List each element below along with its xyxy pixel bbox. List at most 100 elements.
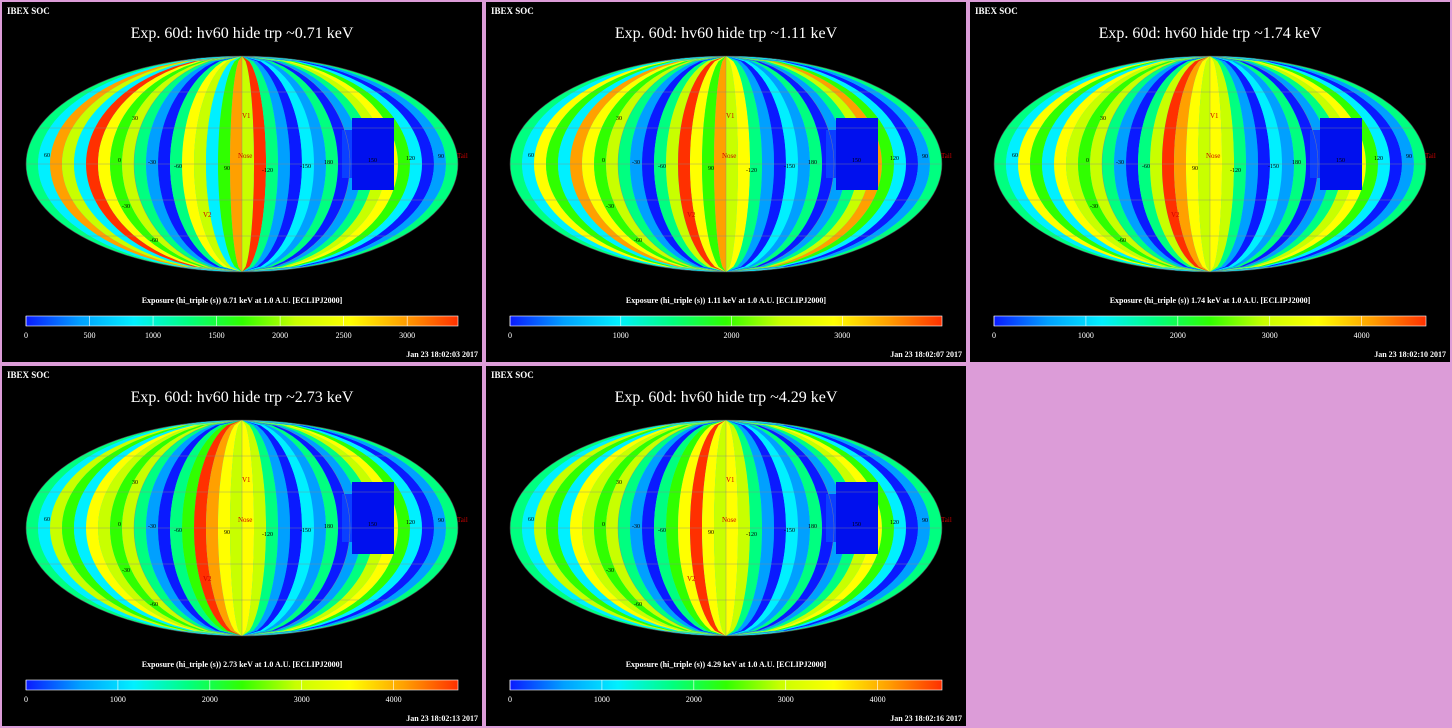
- colorbar-tick-label: 3000: [834, 331, 850, 340]
- map-outline: [509, 419, 943, 637]
- colorbar-tick-label: 3000: [294, 695, 310, 704]
- longitude-label: -150: [784, 528, 795, 534]
- low-exposure-region: [836, 482, 878, 554]
- exposure-stripe: [666, 420, 726, 636]
- longitude-label: 150: [368, 158, 377, 164]
- exposure-stripe: [726, 420, 786, 636]
- marker-label-tail: Tail: [457, 152, 468, 160]
- low-exposure-region: [352, 118, 394, 190]
- longitude-label: -30: [148, 524, 156, 530]
- exposure-stripe: [158, 56, 242, 272]
- exposure-map-panel-1: IBEX SOC Exp. 60d: hv60 hide trp ~0.71 k…: [2, 2, 482, 362]
- colorbar-tick-label: 2000: [202, 695, 218, 704]
- colorbar-tick-label: 500: [84, 331, 96, 340]
- longitude-label: -120: [1230, 168, 1241, 174]
- timestamp: Jan 23 18:02:10 2017: [1374, 350, 1446, 359]
- map-title: Exp. 60d: hv60 hide trp ~1.11 keV: [615, 25, 838, 42]
- marker-label-v2: V2: [1171, 211, 1180, 219]
- exposure-stripe: [726, 420, 774, 636]
- longitude-label: 180: [808, 524, 817, 530]
- exposure-stripe: [678, 420, 726, 636]
- map-title: Exp. 60d: hv60 hide trp ~0.71 keV: [131, 25, 354, 42]
- longitude-label: -150: [300, 528, 311, 534]
- low-exposure-region: [836, 118, 878, 190]
- exposure-map-panel-4: IBEX SOC Exp. 60d: hv60 hide trp ~2.73 k…: [2, 366, 482, 726]
- latitude-label: 30: [1100, 116, 1106, 122]
- colorbar-tick-label: 3000: [778, 695, 794, 704]
- longitude-label: 180: [1292, 160, 1301, 166]
- exposure-stripe: [242, 56, 326, 272]
- longitude-label: 90: [1406, 154, 1412, 160]
- exposure-stripe: [654, 420, 726, 636]
- marker-label-nose: Nose: [238, 516, 252, 524]
- marker-label-v2: V2: [203, 211, 212, 219]
- colorbar-tick-label: 3000: [399, 331, 415, 340]
- exposure-stripe: [726, 420, 798, 636]
- marker-label-v2: V2: [687, 211, 696, 219]
- exposure-stripe: [242, 56, 278, 272]
- marker-label-v1: V1: [726, 476, 735, 484]
- meridian-line: [133, 56, 243, 272]
- exposure-stripe: [642, 56, 726, 272]
- longitude-label: 180: [324, 160, 333, 166]
- longitude-label: 180: [324, 524, 333, 530]
- exposure-stripe: [1210, 56, 1270, 272]
- marker-label-tail: Tail: [941, 152, 952, 160]
- colorbar-tick-label: 1500: [209, 331, 225, 340]
- longitude-label: 120: [890, 156, 899, 162]
- exposure-stripe: [654, 56, 726, 272]
- colorbar-tick-label: 2000: [724, 331, 740, 340]
- exposure-stripe: [1210, 56, 1258, 272]
- colorbar: 0 1000 2000 3000 4000: [508, 679, 943, 704]
- longitude-label: 150: [852, 522, 861, 528]
- exposure-stripe: [242, 420, 314, 636]
- exposure-stripe: [726, 420, 762, 636]
- source-label: IBEX SOC: [491, 6, 534, 16]
- colorbar-caption: Exposure (hi_triple (s)) 2.73 keV at 1.0…: [142, 660, 343, 669]
- longitude-label: -60: [174, 164, 182, 170]
- latitude-label: 60: [528, 153, 534, 159]
- latitude-label: 0: [1086, 158, 1089, 164]
- latitude-label: -30: [122, 568, 130, 574]
- exposure-stripe: [194, 56, 242, 272]
- map-title: Exp. 60d: hv60 hide trp ~1.74 keV: [1099, 25, 1322, 42]
- colorbar-gradient: [25, 315, 459, 327]
- colorbar-caption: Exposure (hi_triple (s)) 1.74 keV at 1.0…: [1110, 296, 1311, 305]
- latitude-label: -30: [122, 204, 130, 210]
- timestamp: Jan 23 18:02:16 2017: [890, 714, 962, 723]
- meridian-line: [241, 420, 351, 636]
- exposure-stripe: [1174, 56, 1210, 272]
- exposure-stripe: [1126, 56, 1210, 272]
- colorbar-caption: Exposure (hi_triple (s)) 1.11 keV at 1.0…: [626, 296, 826, 305]
- latitude-label: 60: [44, 517, 50, 523]
- meridian-line: [1101, 56, 1211, 272]
- exposure-map-figure: IBEX SOC Exp. 60d: hv60 hide trp ~1.74 k…: [975, 6, 1446, 359]
- sky-map: 60 30 0 -30 -60 -30 -60 90 -120 -150 180 150 120 90 V1…: [25, 55, 468, 273]
- exposure-stripe: [242, 420, 290, 636]
- colorbar: 0 1000 2000 3000 4000: [992, 315, 1427, 340]
- timestamp: Jan 23 18:02:07 2017: [890, 350, 962, 359]
- marker-label-v2: V2: [687, 575, 696, 583]
- longitude-label: 120: [406, 520, 415, 526]
- exposure-stripe: [194, 420, 242, 636]
- colorbar: 0 500 1000 1500 2000 2500 3000: [24, 315, 459, 340]
- longitude-label: -120: [746, 168, 757, 174]
- longitude-label: 90: [922, 154, 928, 160]
- marker-label-nose: Nose: [1206, 152, 1220, 160]
- colorbar-tick-label: 4000: [386, 695, 402, 704]
- sky-map: 60 30 0 -30 -60 -30 -60 90 -120 -150 180 150 120 90 V1…: [509, 55, 952, 273]
- marker-label-nose: Nose: [238, 152, 252, 160]
- exposure-map-figure: IBEX SOC Exp. 60d: hv60 hide trp ~1.11 k…: [491, 6, 962, 359]
- sky-map: 60 30 0 -30 -60 -30 -60 90 -120 -150 180 150 120 90 V1…: [993, 55, 1436, 273]
- latitude-label: -60: [150, 238, 158, 244]
- exposure-stripe: [690, 56, 726, 272]
- source-label: IBEX SOC: [491, 370, 534, 380]
- colorbar-gradient: [993, 315, 1427, 327]
- map-title: Exp. 60d: hv60 hide trp ~2.73 keV: [131, 389, 354, 406]
- longitude-label: -30: [1116, 160, 1124, 166]
- longitude-label: 90: [438, 154, 444, 160]
- marker-label-v1: V1: [1210, 112, 1219, 120]
- exposure-map-panel-3: IBEX SOC Exp. 60d: hv60 hide trp ~1.74 k…: [970, 2, 1450, 362]
- exposure-stripe: [1210, 56, 1282, 272]
- colorbar-tick-label: 0: [508, 695, 512, 704]
